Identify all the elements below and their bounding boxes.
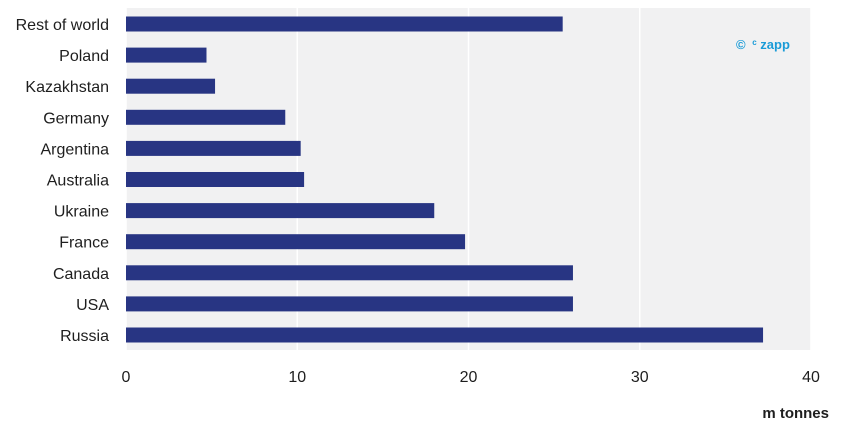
bar-kazakhstan xyxy=(126,78,216,94)
bar-argentina xyxy=(126,140,301,156)
x-tick-labels: 0 10 20 30 40 xyxy=(122,369,820,386)
bar-ukraine xyxy=(126,203,435,219)
category-label: Germany xyxy=(43,110,109,127)
bar-poland xyxy=(126,47,207,63)
bar-usa xyxy=(126,296,573,312)
logo-superscript: c xyxy=(752,38,757,47)
logo-text: zapp xyxy=(760,37,790,52)
bar-rest-of-world xyxy=(126,16,563,32)
bar-germany xyxy=(126,109,286,125)
category-label: Russia xyxy=(60,328,109,345)
category-label: Poland xyxy=(59,48,109,65)
category-label: Canada xyxy=(53,266,109,283)
x-tick-label: 0 xyxy=(122,369,131,386)
category-label: Australia xyxy=(47,173,109,190)
category-label: USA xyxy=(76,297,109,314)
x-tick-label: 10 xyxy=(288,369,306,386)
x-axis-title: m tonnes xyxy=(762,405,829,422)
czapp-logo: © c zapp xyxy=(736,33,790,52)
category-label: Rest of world xyxy=(16,17,109,34)
bar-russia xyxy=(126,327,764,343)
category-label: France xyxy=(59,235,109,252)
category-label: Ukraine xyxy=(54,204,109,221)
category-label: Argentina xyxy=(41,141,110,158)
x-tick-label: 40 xyxy=(802,369,820,386)
bar-australia xyxy=(126,172,305,187)
x-tick-label: 30 xyxy=(631,369,649,386)
bar-france xyxy=(126,234,466,250)
x-tick-label: 20 xyxy=(460,369,478,386)
bar-canada xyxy=(126,265,573,281)
category-label: Kazakhstan xyxy=(25,79,109,96)
bars xyxy=(126,16,764,343)
category-labels: Rest of world Poland Kazakhstan Germany Arge… xyxy=(16,17,110,345)
copyright-symbol: © xyxy=(736,37,746,52)
